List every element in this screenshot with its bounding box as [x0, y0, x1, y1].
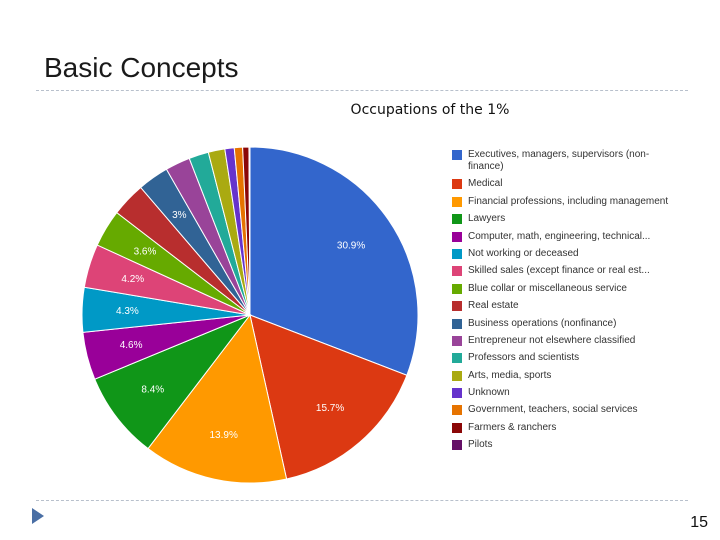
pie-slice-label-6: 4.2%	[121, 274, 144, 285]
bottom-divider	[36, 500, 688, 501]
legend-swatch-1	[452, 179, 462, 190]
pie-slice-label-9: 3%	[172, 210, 187, 221]
legend-item-5: Not working or deceased	[452, 248, 682, 260]
play-arrow-icon	[32, 508, 44, 524]
legend-label-13: Unknown	[468, 387, 510, 399]
pie-slice-label-1: 15.7%	[316, 403, 344, 414]
legend-swatch-6	[452, 266, 462, 277]
legend-item-3: Lawyers	[452, 213, 682, 225]
legend-swatch-13	[452, 388, 462, 399]
legend-label-1: Medical	[468, 178, 503, 190]
legend-label-3: Lawyers	[468, 213, 506, 225]
legend-item-0: Executives, managers, supervisors (non-f…	[452, 149, 682, 173]
legend-item-9: Business operations (nonfinance)	[452, 318, 682, 330]
page-number: 15	[690, 514, 708, 531]
legend-swatch-14	[452, 405, 462, 416]
legend-label-7: Blue collar or miscellaneous service	[468, 282, 627, 294]
legend-item-16: Pilots	[452, 439, 682, 451]
pie-slice-label-3: 8.4%	[141, 385, 164, 396]
legend-item-13: Unknown	[452, 387, 682, 399]
pie-slice-16	[248, 146, 251, 316]
top-divider	[36, 90, 688, 91]
legend-label-9: Business operations (nonfinance)	[468, 317, 617, 329]
slide-title: Basic Concepts	[44, 52, 239, 83]
legend-swatch-3	[452, 214, 462, 225]
chart-legend: Executives, managers, supervisors (non-f…	[452, 149, 682, 457]
pie-slice-3	[94, 313, 252, 450]
legend-item-12: Arts, media, sports	[452, 370, 682, 382]
legend-swatch-8	[452, 301, 462, 312]
legend-label-4: Computer, math, engineering, technical..…	[468, 230, 651, 242]
legend-swatch-9	[452, 318, 462, 329]
pie-slice-0	[249, 146, 419, 376]
pie-slice-label-7: 3.6%	[134, 247, 157, 258]
legend-label-10: Entrepreneur not elsewhere classified	[468, 334, 636, 346]
legend-swatch-7	[452, 283, 462, 294]
pie-slice-label-4: 4.6%	[120, 340, 143, 351]
legend-item-8: Real estate	[452, 300, 682, 312]
legend-item-15: Farmers & ranchers	[452, 422, 682, 434]
legend-swatch-0	[452, 150, 462, 160]
legend-item-11: Professors and scientists	[452, 352, 682, 364]
legend-label-5: Not working or deceased	[468, 247, 579, 259]
chart-title: Occupations of the 1%	[350, 102, 510, 118]
pie-slice-2	[147, 313, 288, 484]
legend-item-1: Medical	[452, 178, 682, 190]
legend-item-4: Computer, math, engineering, technical..…	[452, 231, 682, 243]
legend-label-2: Financial professions, including managem…	[468, 195, 669, 207]
legend-swatch-2	[452, 196, 462, 207]
legend-swatch-15	[452, 422, 462, 433]
legend-label-14: Government, teachers, social services	[468, 404, 638, 416]
legend-swatch-12	[452, 370, 462, 381]
pie-slice-label-0: 30.9%	[337, 241, 365, 252]
pie-slice-1	[249, 314, 408, 480]
pie-slice-label-5: 4.3%	[116, 306, 139, 317]
legend-item-14: Government, teachers, social services	[452, 404, 682, 416]
legend-swatch-16	[452, 440, 462, 451]
pie-chart: 30.9% 15.7% 13.9% 8.4% 4.6% 4.3% 4.2% 3.6% 3%	[81, 146, 419, 484]
legend-swatch-5	[452, 248, 462, 259]
legend-item-6: Skilled sales (except finance or real es…	[452, 265, 682, 277]
legend-item-7: Blue collar or miscellaneous service	[452, 283, 682, 295]
legend-label-0: Executives, managers, supervisors (non-f…	[468, 149, 650, 172]
legend-label-8: Real estate	[468, 300, 519, 312]
legend-label-15: Farmers & ranchers	[468, 421, 557, 433]
legend-label-16: Pilots	[468, 439, 493, 451]
legend-label-12: Arts, media, sports	[468, 369, 552, 381]
legend-swatch-11	[452, 353, 462, 364]
legend-label-6: Skilled sales (except finance or real es…	[468, 265, 650, 277]
pie-slice-label-2: 13.9%	[209, 430, 237, 441]
legend-item-2: Financial professions, including managem…	[452, 196, 682, 208]
legend-swatch-10	[452, 335, 462, 346]
legend-label-11: Professors and scientists	[468, 352, 580, 364]
legend-swatch-4	[452, 231, 462, 242]
legend-item-10: Entrepreneur not elsewhere classified	[452, 335, 682, 347]
